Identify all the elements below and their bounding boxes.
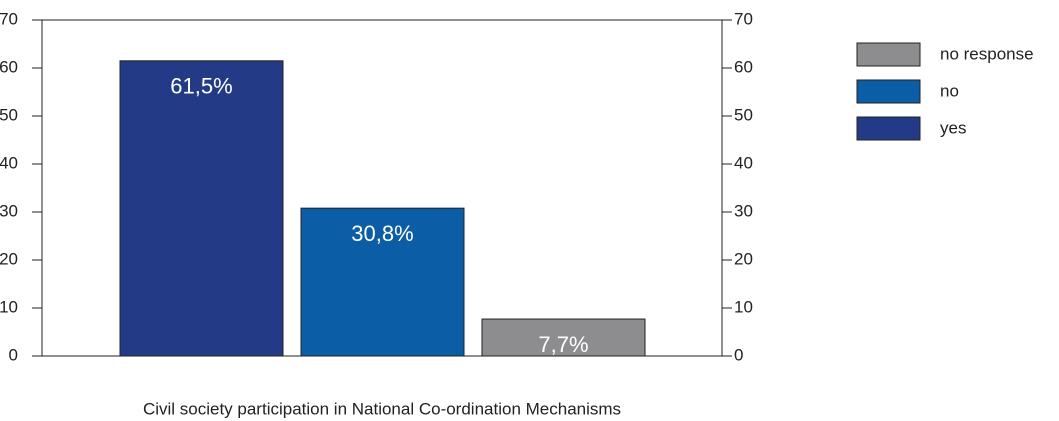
y2-tick-label: 60 <box>734 57 753 76</box>
y2-tick-label: 40 <box>734 153 753 172</box>
bar <box>300 207 465 357</box>
value-label: 7,7% <box>538 332 588 357</box>
legend-label: no response <box>940 44 1034 63</box>
y-tick-label: 40 <box>0 153 18 172</box>
y2-tick-label: 30 <box>734 201 753 220</box>
y-tick-label: 50 <box>0 105 18 124</box>
value-label: 61,5% <box>170 74 232 99</box>
legend-swatch <box>856 79 921 104</box>
bar <box>119 60 284 357</box>
legend-label: yes <box>940 118 966 137</box>
legend-swatch <box>856 116 921 141</box>
y2-tick-label: 70 <box>734 9 753 28</box>
y-tick-label: 20 <box>0 249 18 268</box>
y-tick-label: 10 <box>0 297 18 316</box>
value-label: 30,8% <box>351 221 413 246</box>
legend-swatch <box>856 42 921 67</box>
y-tick-label: 0 <box>9 345 18 364</box>
y-tick-label: 30 <box>0 201 18 220</box>
y2-tick-label: 10 <box>734 297 753 316</box>
chart-title: Civil society participation in National … <box>143 399 621 418</box>
y2-tick-label: 50 <box>734 105 753 124</box>
legend-label: no <box>940 81 959 100</box>
y-tick-label: 60 <box>0 57 18 76</box>
bar <box>481 318 646 357</box>
y2-tick-label: 0 <box>734 345 743 364</box>
y-tick-label: 70 <box>0 9 18 28</box>
y2-tick-label: 20 <box>734 249 753 268</box>
